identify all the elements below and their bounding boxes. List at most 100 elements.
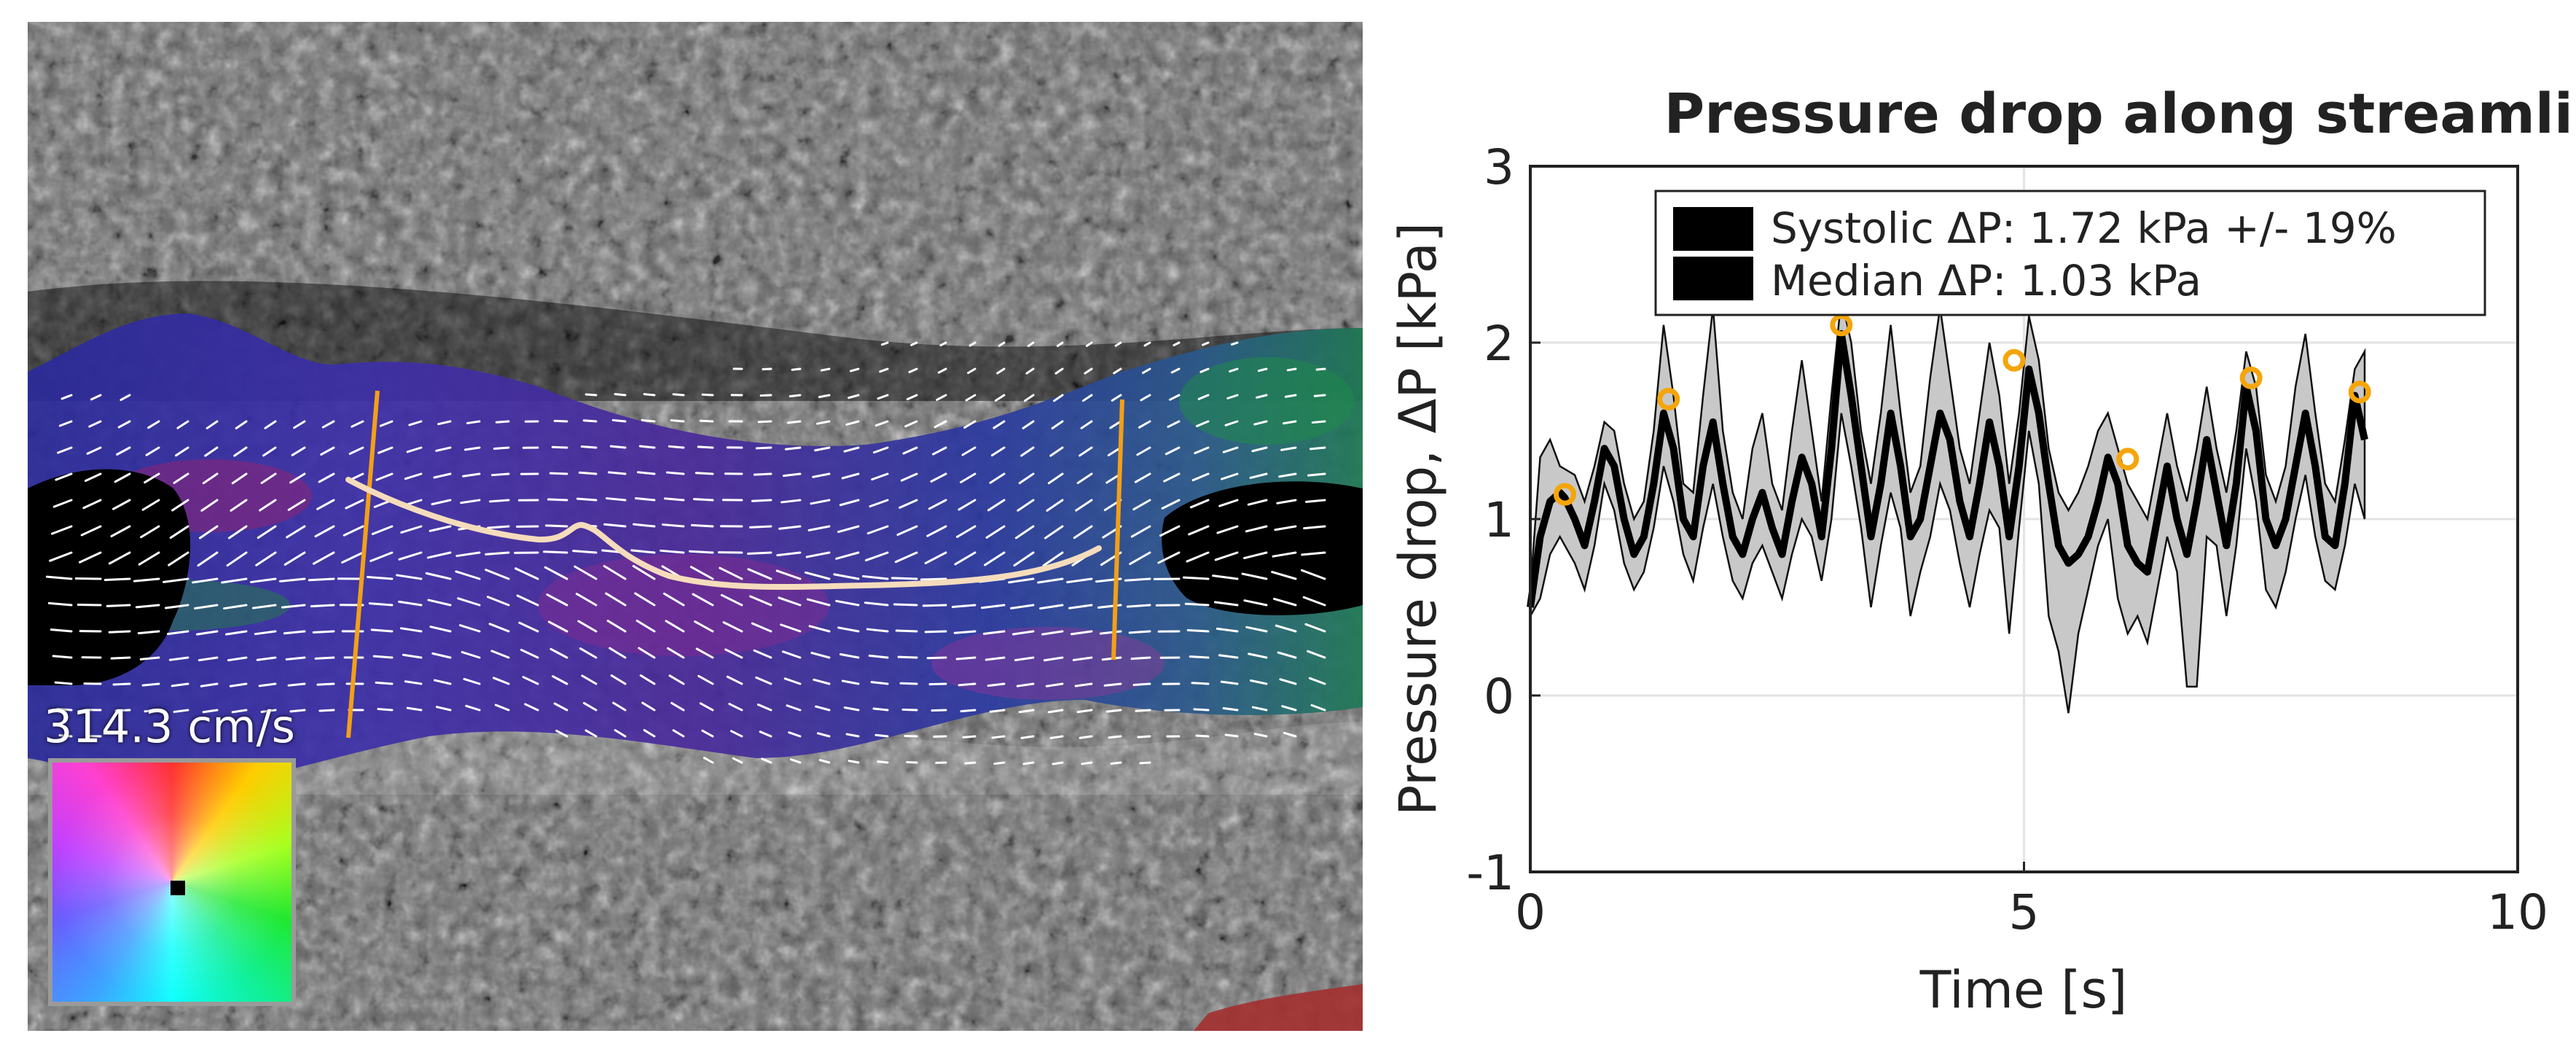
velocity-arrow: [697, 674, 714, 685]
velocity-arrow: [1226, 394, 1239, 400]
velocity-arrow: [1114, 341, 1122, 347]
velocity-arrow: [920, 577, 947, 581]
velocity-arrow: [372, 655, 394, 659]
velocity-arrow: [1049, 735, 1064, 739]
velocity-scale-label: 314.3 cm/s: [44, 700, 295, 753]
y-axis-label: Pressure drop, ΔP [kPa]: [1388, 222, 1448, 816]
chart-title: Pressure drop along streamline: [1664, 81, 2576, 146]
velocity-arrow: [662, 523, 685, 528]
velocity-arrow: [1189, 655, 1210, 659]
velocity-arrow: [547, 498, 568, 502]
velocity-arrow: [112, 682, 131, 686]
velocity-arrow: [117, 420, 131, 429]
velocity-arrow: [139, 656, 160, 660]
velocity-arrow: [1202, 341, 1210, 346]
velocity-arrow: [728, 703, 743, 712]
velocity-arrow: [1084, 367, 1093, 375]
velocity-arrow: [88, 420, 102, 428]
velocity-arrow: [195, 630, 219, 636]
velocity-arrow: [931, 709, 947, 712]
velocity-arrow: [1020, 446, 1035, 457]
velocity-arrow: [902, 446, 918, 455]
velocity-arrow: [866, 628, 889, 633]
velocity-arrow: [485, 569, 510, 580]
systolic-marker: [2116, 448, 2140, 471]
velocity-arrow: [549, 472, 568, 475]
velocity-arrow: [1164, 446, 1181, 456]
velocity-arrow: [108, 551, 131, 565]
velocity-arrow: [1310, 704, 1326, 712]
velocity-arrow: [1218, 654, 1239, 659]
velocity-arrow: [285, 656, 306, 660]
velocity-arrow: [1184, 602, 1210, 607]
velocity-arrow: [1070, 630, 1093, 636]
velocity-arrow: [462, 472, 481, 478]
velocity-arrow: [778, 596, 802, 607]
velocity-arrow: [310, 604, 335, 608]
velocity-arrow: [611, 418, 627, 423]
color-wheel-center: [171, 881, 185, 895]
velocity-arrow: [1249, 472, 1268, 479]
velocity-arrow: [1099, 630, 1122, 635]
legend-swatch-systolic: [1673, 207, 1753, 251]
velocity-arrow: [431, 499, 452, 506]
velocity-arrow: [293, 420, 306, 429]
velocity-arrow: [871, 472, 889, 481]
velocity-arrow: [695, 647, 714, 659]
velocity-arrow: [281, 604, 306, 609]
velocity-arrow: [404, 472, 423, 480]
velocity-arrow: [133, 577, 160, 582]
velocity-arrow: [1157, 551, 1181, 564]
velocity-arrow: [843, 706, 860, 712]
velocity-arrow: [341, 551, 364, 564]
velocity-arrow: [1039, 604, 1064, 610]
velocity-arrow: [254, 630, 277, 636]
velocity-arrow: [1303, 525, 1326, 530]
velocity-arrow: [50, 525, 73, 535]
velocity-arrow: [205, 420, 219, 429]
velocity-arrow: [485, 551, 510, 556]
velocity-arrow: [379, 420, 394, 427]
velocity-arrow: [901, 708, 918, 712]
velocity-arrow: [493, 677, 510, 685]
velocity-arrow: [494, 704, 510, 712]
velocity-arrow: [399, 627, 423, 633]
velocity-arrow: [1193, 708, 1210, 712]
velocity-arrow: [1302, 596, 1326, 607]
velocity-arrow: [82, 499, 102, 510]
velocity-arrow: [49, 551, 73, 562]
velocity-arrow: [790, 758, 802, 764]
velocity-arrow: [1315, 367, 1326, 371]
velocity-arrow: [719, 566, 743, 580]
y-tick-label: 3: [1484, 139, 1514, 195]
velocity-arrow: [264, 420, 277, 429]
velocity-arrow: [433, 472, 452, 479]
velocity-arrow: [1047, 709, 1064, 714]
velocity-arrow: [204, 446, 219, 457]
velocity-arrow: [198, 525, 219, 539]
velocity-arrow: [231, 472, 248, 485]
velocity-arrow: [954, 551, 976, 566]
velocity-arrow: [810, 652, 831, 659]
velocity-arrow: [922, 604, 947, 607]
velocity-arrow: [406, 446, 423, 453]
velocity-arrow: [732, 757, 743, 764]
velocity-arrow: [369, 551, 394, 562]
velocity-arrow: [259, 499, 277, 512]
velocity-arrow: [575, 593, 598, 607]
velocity-arrow: [755, 676, 772, 685]
velocity-arrow: [348, 446, 364, 455]
velocity-arrow: [749, 595, 772, 607]
velocity-arrow: [45, 575, 73, 580]
velocity-arrow: [1257, 367, 1268, 373]
velocity-arrow: [396, 574, 423, 580]
velocity-arrow: [1191, 682, 1210, 685]
velocity-arrow: [835, 599, 860, 607]
velocity-arrow: [893, 603, 918, 607]
velocity-arrow: [1277, 651, 1297, 659]
velocity-arrow: [1043, 656, 1064, 662]
velocity-arrow: [1307, 650, 1326, 659]
velocity-arrow: [135, 604, 160, 609]
velocity-arrow: [1311, 420, 1326, 424]
velocity-arrow: [1072, 656, 1093, 661]
